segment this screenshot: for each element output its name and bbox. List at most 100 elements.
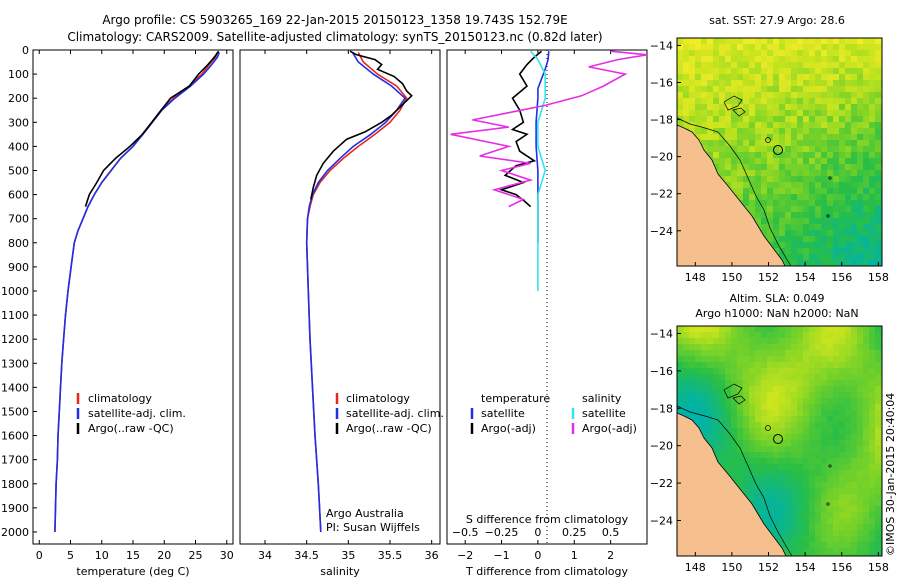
map-cell: [767, 338, 774, 345]
map-cell: [851, 164, 858, 171]
map-cell: [743, 92, 750, 99]
map-cell: [695, 416, 702, 423]
map-cell: [737, 44, 744, 51]
map-cell: [821, 80, 828, 87]
map-cell: [707, 104, 714, 111]
map-cell: [797, 80, 804, 87]
map-cell: [677, 104, 684, 111]
map-cell: [695, 128, 702, 135]
map-cell: [821, 488, 828, 495]
map-cell: [797, 104, 804, 111]
temperature-panel: 0100200300400500600700800900100011001200…: [1, 44, 234, 578]
map-cell: [701, 128, 708, 135]
map-cell: [737, 122, 744, 129]
map-cell: [767, 116, 774, 123]
map-cell: [731, 404, 738, 411]
map-cell: [755, 110, 762, 117]
map-cell: [701, 338, 708, 345]
map-cell: [809, 122, 816, 129]
map-cell: [689, 410, 696, 417]
map-cell: [803, 104, 810, 111]
map-cell: [785, 440, 792, 447]
map-cell: [779, 122, 786, 129]
map-cell: [707, 92, 714, 99]
map-cell: [761, 86, 768, 93]
map-cell: [737, 356, 744, 363]
map-cell: [725, 350, 732, 357]
series-climatology: [305, 52, 408, 533]
map-cell: [851, 128, 858, 135]
t-difference-label: T difference from climatology: [465, 565, 628, 578]
x-tick-label: 20: [157, 549, 171, 562]
map-cell: [779, 446, 786, 453]
map-cell: [749, 176, 756, 183]
map-cell: [833, 236, 840, 243]
map-cell: [737, 326, 744, 333]
map-cell: [689, 392, 696, 399]
map-cell: [719, 440, 726, 447]
map-cell: [773, 416, 780, 423]
x-tick-label: 0: [534, 549, 541, 562]
map-cell: [797, 44, 804, 51]
map-cell: [875, 80, 882, 87]
temperature-ticks: 0 5 10 15 20 25 30: [36, 50, 234, 562]
map-cell: [713, 140, 720, 147]
map-cell: [701, 116, 708, 123]
map-cell: [809, 212, 816, 219]
map-cell: [821, 230, 828, 237]
map-cell: [707, 440, 714, 447]
depth-tick-label: 1900: [1, 502, 29, 515]
map-cell: [869, 470, 876, 477]
map-cell: [797, 206, 804, 213]
map-cell: [857, 482, 864, 489]
map-cell: [749, 122, 756, 129]
map-cell: [731, 476, 738, 483]
map-cell: [863, 506, 870, 513]
map-cell: [809, 512, 816, 519]
map-cell: [809, 416, 816, 423]
map-cell: [749, 56, 756, 63]
map-cell: [689, 62, 696, 69]
map-cell: [767, 80, 774, 87]
map-cell: [773, 164, 780, 171]
map-cell: [785, 134, 792, 141]
map-cell: [785, 50, 792, 57]
map-cell: [815, 494, 822, 501]
map-cell: [743, 62, 750, 69]
map-cell: [809, 392, 816, 399]
map-cell: [815, 224, 822, 231]
map-cell: [785, 254, 792, 261]
map-cell: [779, 326, 786, 333]
map-cell: [827, 158, 834, 165]
map-cell: [869, 344, 876, 351]
map-cell: [683, 86, 690, 93]
map-cell: [761, 50, 768, 57]
map-cell: [785, 398, 792, 405]
map-cell: [689, 344, 696, 351]
map-cell: [713, 110, 720, 117]
map-cell: [869, 92, 876, 99]
map-cell: [851, 104, 858, 111]
map-cell: [851, 62, 858, 69]
map-cell: [779, 182, 786, 189]
map-cell: [725, 416, 732, 423]
map-cell: [821, 548, 828, 555]
map-cell: [875, 524, 882, 531]
map-cell: [713, 374, 720, 381]
map-cell: [809, 164, 816, 171]
map-cell: [875, 50, 882, 57]
map-cell: [857, 500, 864, 507]
map-cell: [869, 350, 876, 357]
map-cell: [827, 494, 834, 501]
map-cell: [809, 80, 816, 87]
map-cell: [815, 458, 822, 465]
map-cell: [749, 62, 756, 69]
map-cell: [701, 146, 708, 153]
map-cell: [725, 140, 732, 147]
map-cell: [827, 200, 834, 207]
map-cell: [815, 128, 822, 135]
salinity-axes: [239, 49, 441, 545]
map-cell: [845, 410, 852, 417]
map-cell: [755, 188, 762, 195]
map-cell: [827, 458, 834, 465]
